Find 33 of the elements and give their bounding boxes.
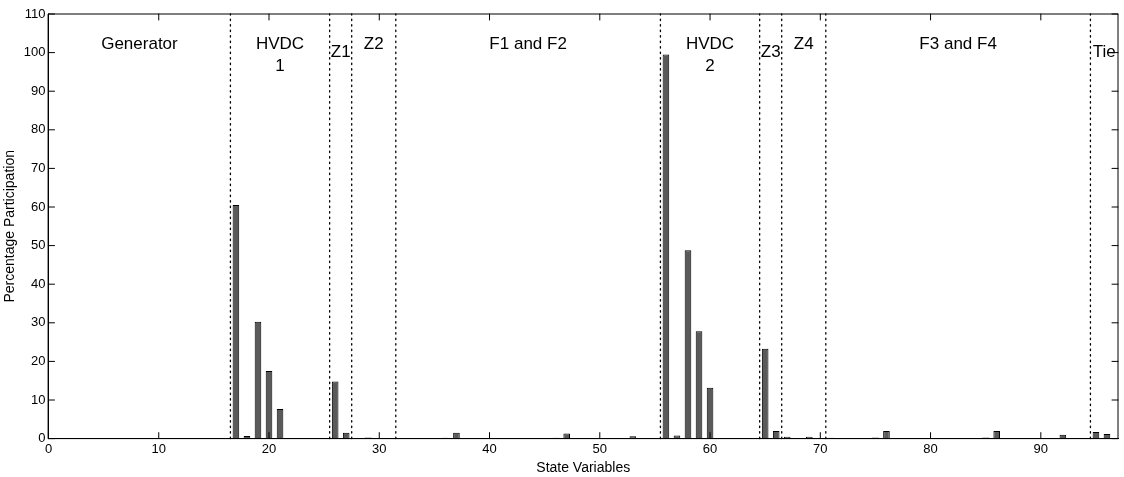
y-tick-label: 50 — [31, 237, 46, 253]
y-tick-label: 110 — [24, 5, 46, 21]
x-tick-label: 20 — [261, 440, 277, 456]
annotation: Tie — [1092, 41, 1116, 61]
annotation: Z4 — [793, 33, 814, 53]
annotation: Z3 — [760, 41, 781, 61]
x-tick-label: 30 — [372, 440, 387, 456]
annotation: Z2 — [363, 33, 384, 53]
annotation: F1 and F2 — [489, 33, 567, 53]
x-tick-label: 10 — [151, 440, 166, 456]
y-tick-label: 70 — [31, 159, 46, 175]
y-tick-label: 40 — [31, 275, 46, 291]
annotation: HVDC 2 — [685, 33, 735, 75]
annotation: F3 and F4 — [919, 33, 997, 53]
y-tick-label: 60 — [31, 198, 46, 214]
y-axis-title: Percentage Participation — [1, 150, 18, 303]
x-tick-label: 70 — [813, 440, 828, 456]
annotation: HVDC 1 — [255, 33, 305, 75]
annotation: Z1 — [330, 41, 351, 61]
y-tick-label: 100 — [23, 44, 46, 60]
x-tick-label: 40 — [482, 440, 497, 456]
y-tick-label: 30 — [31, 314, 46, 330]
y-tick-label: 10 — [31, 391, 46, 407]
y-tick-label: 90 — [31, 82, 46, 98]
y-tick-label: 20 — [31, 352, 46, 368]
x-tick-label: 60 — [702, 440, 718, 456]
x-tick-label: 80 — [923, 440, 938, 456]
y-tick-label: 0 — [38, 430, 46, 446]
annotation: Generator — [101, 33, 179, 53]
x-tick-label: 90 — [1033, 440, 1049, 456]
x-axis-title: State Variables — [536, 459, 631, 476]
x-tick-label: 50 — [592, 440, 608, 456]
y-tick-label: 80 — [31, 121, 46, 137]
